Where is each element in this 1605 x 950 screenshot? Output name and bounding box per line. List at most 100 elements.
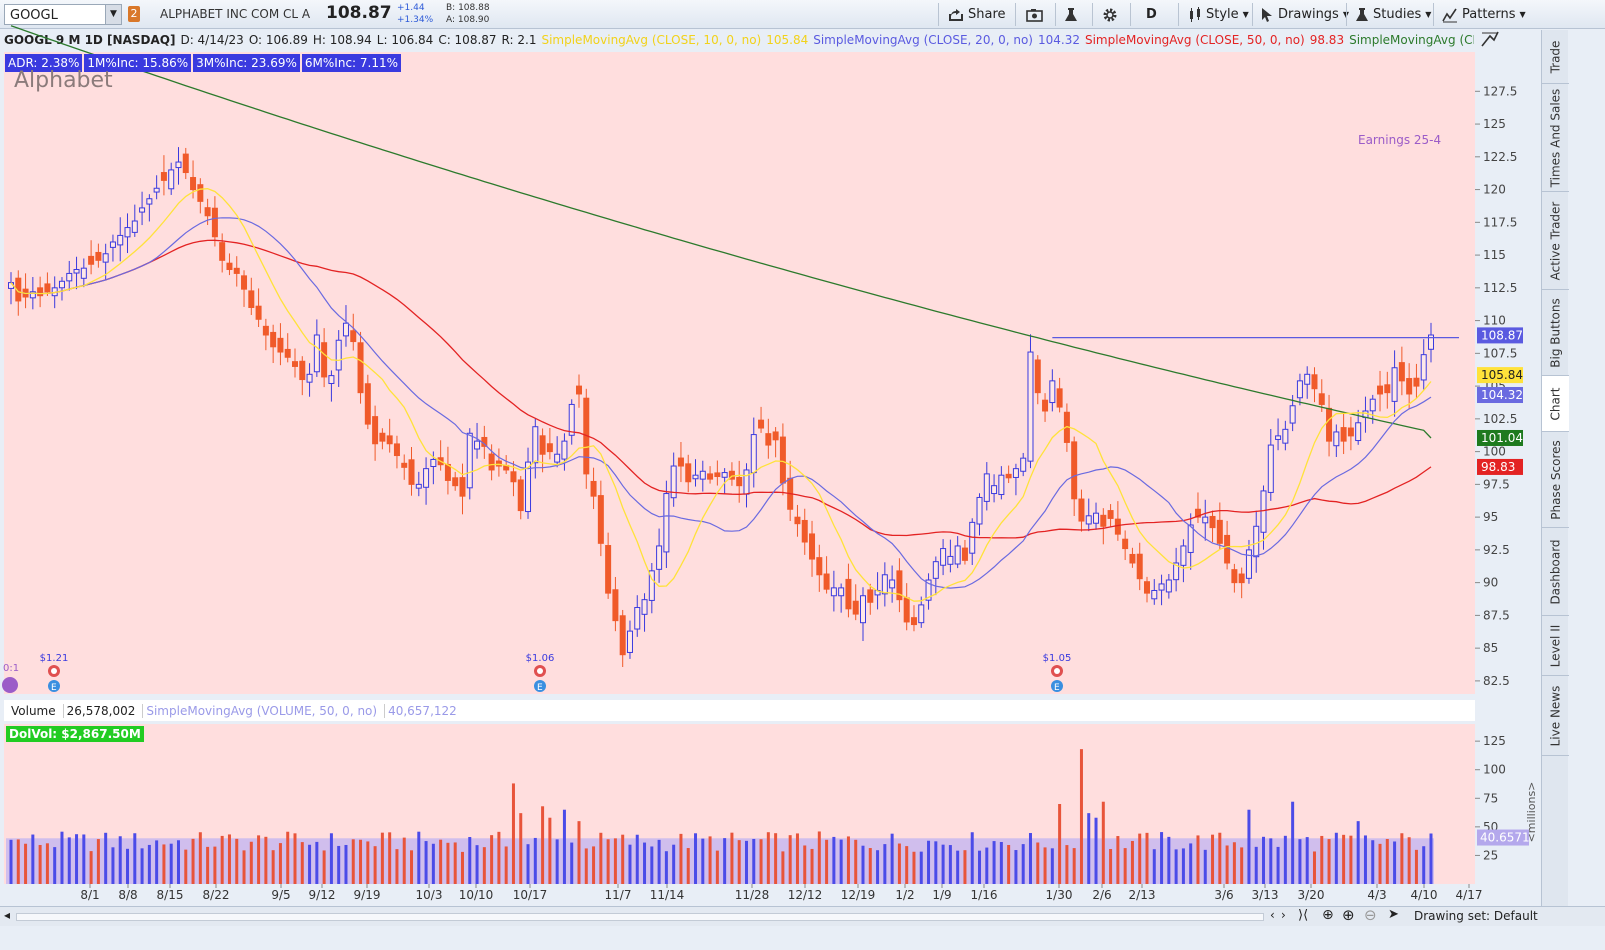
candle[interactable] xyxy=(1289,405,1296,424)
volume-bar[interactable] xyxy=(1167,836,1171,884)
candle[interactable] xyxy=(124,227,131,238)
candle[interactable] xyxy=(1151,589,1158,600)
candle[interactable] xyxy=(102,253,109,263)
candle[interactable] xyxy=(350,330,357,343)
candle[interactable] xyxy=(692,474,699,480)
volume-bar[interactable] xyxy=(1211,834,1215,884)
volume-bar[interactable] xyxy=(715,850,719,884)
candle[interactable] xyxy=(1093,512,1100,524)
volume-bar[interactable] xyxy=(1393,841,1397,884)
candle[interactable] xyxy=(248,290,255,308)
candle[interactable] xyxy=(306,373,313,383)
candle[interactable] xyxy=(386,435,393,445)
volume-bar[interactable] xyxy=(1363,835,1367,884)
volume-bar[interactable] xyxy=(1327,839,1331,884)
volume-bar[interactable] xyxy=(198,832,202,884)
volume-bar[interactable] xyxy=(1247,809,1251,884)
volume-bar[interactable] xyxy=(264,836,268,884)
volume-bar[interactable] xyxy=(686,848,690,884)
zoom-in-icon[interactable]: ⊕ xyxy=(1342,906,1355,924)
candle[interactable] xyxy=(131,220,138,233)
volume-bar[interactable] xyxy=(1225,845,1229,884)
candle[interactable] xyxy=(466,432,473,489)
volume-bar[interactable] xyxy=(1320,835,1324,884)
candle[interactable] xyxy=(197,184,204,202)
candle[interactable] xyxy=(758,419,765,429)
volume-bar[interactable] xyxy=(650,846,654,884)
volume-bar[interactable] xyxy=(511,783,515,884)
candle[interactable] xyxy=(925,579,932,601)
candle[interactable] xyxy=(1428,334,1434,350)
candle[interactable] xyxy=(1187,524,1194,553)
tab-dashboard[interactable]: Dashboard xyxy=(1542,528,1569,616)
volume-bar[interactable] xyxy=(694,833,698,884)
volume-bar[interactable] xyxy=(1232,842,1236,884)
volume-bar[interactable] xyxy=(1276,846,1280,884)
candle[interactable] xyxy=(765,433,772,446)
candle[interactable] xyxy=(335,339,342,371)
candle[interactable] xyxy=(889,579,896,589)
volume-bar[interactable] xyxy=(38,844,42,884)
studies-lab-button[interactable] xyxy=(1064,4,1078,25)
volume-bar[interactable] xyxy=(191,838,195,884)
earnings-icon[interactable] xyxy=(534,680,546,692)
candle[interactable] xyxy=(721,472,728,478)
volume-bar[interactable] xyxy=(1101,801,1105,884)
volume-bar[interactable] xyxy=(67,837,71,884)
volume-bar[interactable] xyxy=(395,849,399,884)
volume-bar[interactable] xyxy=(548,817,552,884)
candle[interactable] xyxy=(313,334,320,373)
candle[interactable] xyxy=(896,570,903,601)
volume-bar[interactable] xyxy=(956,850,960,884)
candle[interactable] xyxy=(1085,515,1092,525)
candle[interactable] xyxy=(561,440,568,460)
volume-bar[interactable] xyxy=(118,836,122,884)
candle[interactable] xyxy=(1260,490,1267,533)
volume-bar[interactable] xyxy=(1050,848,1054,884)
volume-bar[interactable] xyxy=(1181,848,1185,884)
candle[interactable] xyxy=(379,432,386,442)
volume-bar[interactable] xyxy=(905,846,909,884)
volume-bar[interactable] xyxy=(1065,845,1069,884)
candle[interactable] xyxy=(139,207,146,213)
volume-bar[interactable] xyxy=(992,841,996,884)
volume-bar[interactable] xyxy=(562,809,566,884)
volume-bar[interactable] xyxy=(468,837,472,884)
volume-bar[interactable] xyxy=(453,842,457,884)
volume-bar[interactable] xyxy=(1312,851,1316,884)
volume-bar[interactable] xyxy=(570,842,574,884)
candle[interactable] xyxy=(58,280,65,289)
volume-bar[interactable] xyxy=(300,842,304,884)
volume-bar[interactable] xyxy=(388,832,392,884)
candle[interactable] xyxy=(910,617,917,626)
tab-level-ii[interactable]: Level II xyxy=(1542,616,1569,676)
volume-bar[interactable] xyxy=(519,813,523,884)
volume-bar[interactable] xyxy=(293,833,297,884)
candle[interactable] xyxy=(1231,569,1238,584)
volume-bar[interactable] xyxy=(1305,837,1309,884)
tab-active-trader[interactable]: Active Trader xyxy=(1542,192,1569,290)
candle[interactable] xyxy=(270,331,277,348)
volume-bar[interactable] xyxy=(1043,847,1047,884)
candle[interactable] xyxy=(1326,407,1333,442)
volume-bar[interactable] xyxy=(1087,813,1091,884)
volume-bar[interactable] xyxy=(424,841,428,884)
candle[interactable] xyxy=(364,383,371,425)
link-group-badge[interactable]: 2 xyxy=(128,6,140,22)
candle[interactable] xyxy=(1384,384,1391,394)
volume-bar[interactable] xyxy=(176,840,180,884)
candle[interactable] xyxy=(983,473,990,502)
candle[interactable] xyxy=(1027,351,1034,462)
volume-bar[interactable] xyxy=(825,839,829,884)
candle[interactable] xyxy=(794,516,801,525)
tab-phase-scores[interactable]: Phase Scores xyxy=(1542,432,1569,528)
tab-trade[interactable]: Trade xyxy=(1542,30,1569,84)
candle[interactable] xyxy=(452,477,459,487)
volume-bar[interactable] xyxy=(541,806,545,884)
expand-range-icon[interactable]: ⟩⟨ xyxy=(1298,908,1309,923)
volume-bar[interactable] xyxy=(402,837,406,884)
candle[interactable] xyxy=(1056,388,1063,408)
drawing-set-selector[interactable]: Drawing set: Default xyxy=(1414,909,1538,923)
candle[interactable] xyxy=(1377,385,1384,395)
